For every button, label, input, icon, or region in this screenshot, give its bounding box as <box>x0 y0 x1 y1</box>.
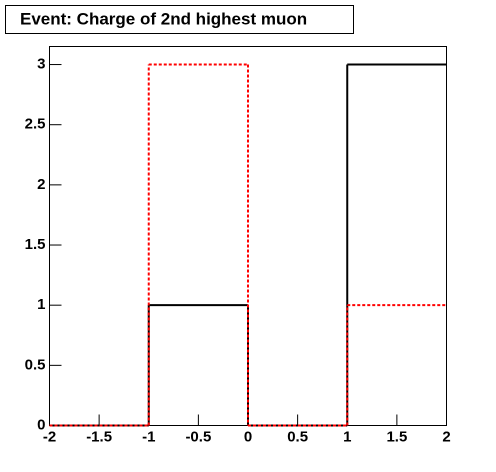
x-tick-label: 2 <box>442 428 450 445</box>
x-tick-label: 0 <box>244 428 252 445</box>
y-tick-label: 1 <box>37 296 45 313</box>
y-tick-label: 1.5 <box>25 236 46 253</box>
y-tick-label: 0.5 <box>25 356 46 373</box>
x-tick-label: 1 <box>343 428 351 445</box>
x-tick-label: -1.5 <box>86 428 112 445</box>
y-tick-label: 3 <box>37 56 45 73</box>
y-tick-label: 0 <box>37 416 45 433</box>
x-tick-label: -0.5 <box>185 428 211 445</box>
x-tick-label: 0.5 <box>287 428 308 445</box>
x-tick-label: -2 <box>43 428 56 445</box>
x-tick-label: -1 <box>142 428 155 445</box>
x-tick-label: 1.5 <box>386 428 407 445</box>
title-box <box>5 5 354 34</box>
chart-title: Event: Charge of 2nd highest muon <box>20 9 307 28</box>
y-tick-label: 2.5 <box>25 116 46 133</box>
y-tick-label: 2 <box>37 176 45 193</box>
